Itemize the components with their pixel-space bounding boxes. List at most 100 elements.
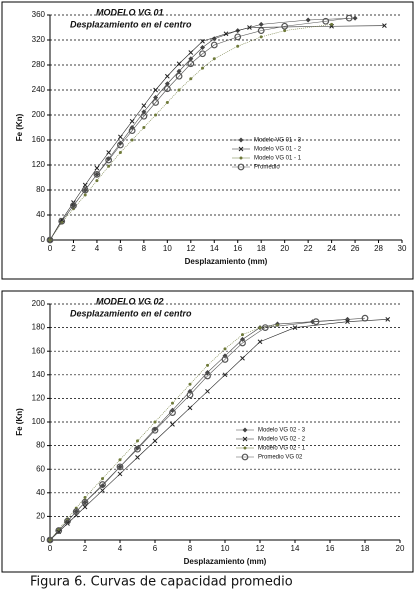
data-point bbox=[60, 221, 64, 224]
data-point bbox=[118, 151, 122, 154]
series-line bbox=[49, 17, 350, 241]
data-point bbox=[46, 536, 54, 544]
data-point bbox=[72, 508, 80, 516]
data-point bbox=[58, 217, 66, 225]
data-point bbox=[165, 101, 169, 104]
data-point bbox=[81, 186, 89, 194]
x-tick-label: 8 bbox=[142, 244, 147, 253]
x-tick-label: 24 bbox=[327, 244, 336, 253]
data-point bbox=[83, 193, 87, 197]
x-tick-label: 2 bbox=[83, 544, 88, 553]
data-point bbox=[188, 382, 192, 386]
x-tick-label: 20 bbox=[280, 244, 289, 253]
data-point bbox=[106, 150, 112, 155]
y-tick-label: 0 bbox=[41, 535, 46, 544]
x-tick-label: 6 bbox=[153, 544, 158, 553]
data-point bbox=[210, 41, 218, 49]
data-point bbox=[95, 179, 99, 183]
x-tick-label: 30 bbox=[398, 244, 407, 253]
y-tick-label: 0 bbox=[41, 235, 46, 244]
data-point bbox=[204, 372, 211, 380]
data-point bbox=[101, 477, 104, 481]
y-axis-label: Fe (Kn) bbox=[15, 408, 24, 436]
data-point bbox=[55, 527, 63, 534]
data-point bbox=[312, 318, 320, 326]
data-point bbox=[239, 339, 246, 347]
legend-label: Modelo VG 01 - 2 bbox=[254, 147, 302, 153]
x-axis-label: Desplazamiento (mm) bbox=[185, 257, 268, 266]
y-tick-label: 320 bbox=[32, 35, 46, 44]
x-tick-label: 12 bbox=[186, 244, 195, 253]
y-tick-label: 160 bbox=[32, 346, 46, 355]
legend-label: Modelo VG 01 - 3 bbox=[254, 138, 302, 144]
y-tick-label: 40 bbox=[36, 488, 45, 497]
data-point bbox=[200, 45, 206, 50]
data-point bbox=[259, 35, 263, 39]
series-line bbox=[49, 319, 388, 541]
data-point bbox=[240, 355, 245, 361]
data-point bbox=[105, 156, 113, 164]
data-point bbox=[93, 170, 101, 178]
y-tick-label: 280 bbox=[32, 60, 46, 69]
data-point bbox=[142, 126, 146, 129]
data-point bbox=[385, 316, 391, 322]
data-point bbox=[292, 325, 298, 330]
data-point bbox=[107, 164, 111, 168]
data-point bbox=[130, 138, 134, 142]
y-tick-label: 240 bbox=[32, 85, 46, 94]
data-point bbox=[175, 72, 183, 80]
data-point bbox=[152, 438, 158, 444]
x-tick-label: 16 bbox=[233, 244, 242, 253]
x-axis-label: Desplazamiento (mm) bbox=[184, 557, 267, 566]
data-point bbox=[128, 127, 136, 135]
data-point bbox=[283, 29, 287, 33]
data-point bbox=[211, 36, 217, 42]
y-tick-label: 200 bbox=[32, 110, 46, 119]
data-point bbox=[222, 372, 228, 378]
x-tick-label: 26 bbox=[351, 244, 360, 253]
y-tick-label: 200 bbox=[32, 299, 46, 308]
data-point bbox=[361, 314, 369, 322]
data-point bbox=[164, 73, 170, 79]
data-point bbox=[118, 458, 122, 462]
x-tick-label: 2 bbox=[71, 244, 76, 253]
x-tick-label: 18 bbox=[257, 244, 266, 253]
legend-marker bbox=[243, 446, 247, 450]
data-point bbox=[241, 333, 244, 337]
data-point bbox=[163, 85, 171, 93]
legend-label: Modelo VG 02 - 1 bbox=[258, 446, 306, 452]
data-point bbox=[322, 17, 330, 25]
data-point bbox=[247, 25, 252, 30]
data-point bbox=[171, 401, 174, 405]
data-point bbox=[141, 103, 147, 108]
chart-subtitle: Desplazamiento en el centro bbox=[70, 19, 192, 29]
data-point bbox=[99, 481, 106, 488]
y-tick-label: 80 bbox=[36, 185, 45, 194]
data-point bbox=[82, 504, 88, 510]
series-line bbox=[49, 25, 385, 241]
legend-marker bbox=[242, 436, 248, 442]
data-point bbox=[345, 14, 353, 22]
data-point bbox=[201, 66, 205, 70]
data-point bbox=[258, 326, 262, 330]
legend-label: Modelo VG 02 - 3 bbox=[258, 428, 306, 434]
legend-label: Promedio bbox=[254, 165, 280, 171]
legend-marker bbox=[238, 137, 244, 143]
legend-marker bbox=[239, 156, 243, 160]
data-point bbox=[258, 21, 264, 27]
x-tick-label: 22 bbox=[304, 244, 313, 253]
series-line bbox=[49, 317, 366, 541]
data-point bbox=[212, 57, 216, 61]
data-point bbox=[134, 445, 141, 453]
data-point bbox=[152, 99, 160, 106]
chart-frame bbox=[1, 290, 414, 573]
data-point bbox=[382, 23, 387, 28]
x-tick-label: 4 bbox=[95, 244, 100, 253]
y-tick-label: 40 bbox=[36, 210, 45, 219]
data-point bbox=[223, 347, 227, 351]
data-point bbox=[169, 409, 176, 416]
data-point bbox=[305, 17, 311, 23]
data-point bbox=[223, 31, 229, 37]
data-point bbox=[81, 498, 89, 506]
